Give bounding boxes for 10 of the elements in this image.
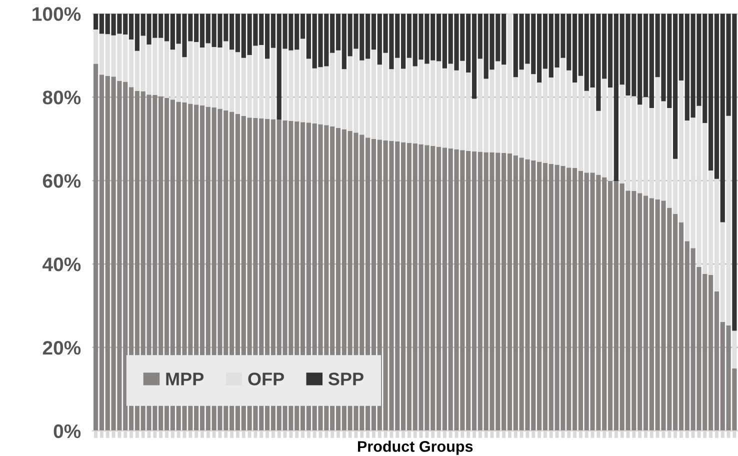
legend-label: SPP xyxy=(328,372,364,386)
y-tick-label: 40% xyxy=(42,257,81,272)
y-tick-label: 20% xyxy=(42,340,81,355)
legend-label: OFP xyxy=(248,372,284,386)
y-tick-label: 100% xyxy=(32,7,81,21)
legend-label: MPP xyxy=(166,372,204,386)
y-tick-label: 0% xyxy=(54,424,81,438)
y-tick-label: 80% xyxy=(42,90,81,104)
y-tick-label: 60% xyxy=(42,174,81,188)
x-axis-title: Product Groups xyxy=(358,440,473,455)
